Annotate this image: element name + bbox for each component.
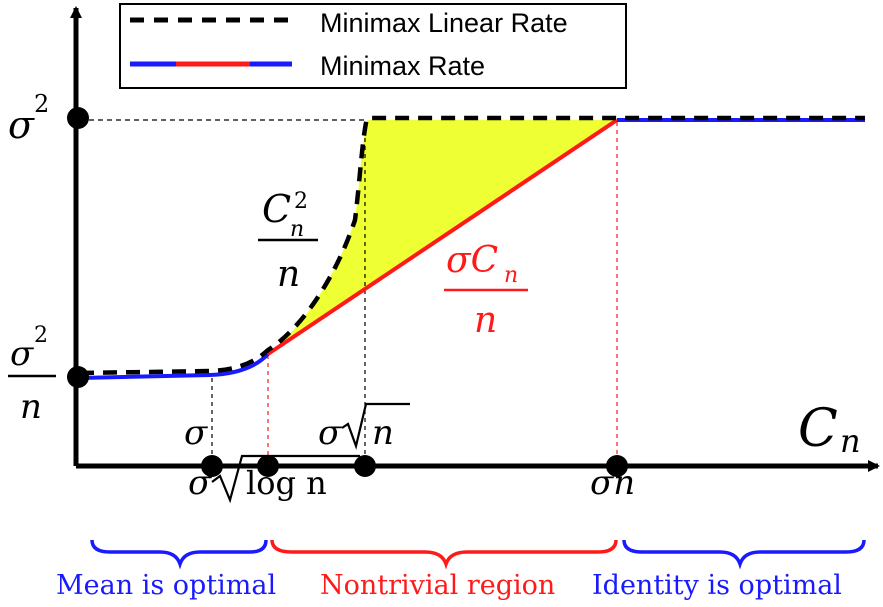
svg-text:n: n — [372, 413, 394, 453]
legend-label-linear: Minimax Linear Rate — [320, 8, 568, 38]
svg-text:2: 2 — [294, 189, 308, 214]
sqrt-n-radical — [341, 402, 410, 450]
x-dot-sigma-n — [606, 455, 628, 477]
svg-text:n: n — [277, 254, 300, 295]
region-label-nontrivial: Nontrivial region — [320, 570, 555, 601]
svg-text:2: 2 — [34, 323, 48, 348]
svg-text:n: n — [504, 263, 518, 288]
minimax-rate-left-segment — [79, 352, 270, 380]
svg-text:σ: σ — [188, 463, 212, 503]
brace-mean-optimal — [90, 539, 268, 570]
svg-text:n: n — [840, 422, 861, 460]
linear-rate-formula: C n 2 n — [258, 187, 318, 295]
y-label-sigma2-over-n: σ 2 n — [8, 323, 56, 427]
minimax-rate-middle-segment — [266, 118, 619, 356]
x-label-sigma-n: σn — [590, 463, 635, 503]
brace-nontrivial — [270, 539, 618, 570]
sqrt-log-n-radical — [211, 454, 360, 504]
x-axis-label: C n — [798, 399, 861, 460]
svg-text:log n: log n — [246, 464, 327, 502]
svg-text:2: 2 — [34, 90, 49, 118]
y-dot-sigma2-over-n — [67, 366, 89, 388]
guide-lines — [80, 119, 618, 466]
svg-text:σ: σ — [318, 413, 342, 453]
region-label-mean-optimal: Mean is optimal — [56, 570, 276, 601]
x-label-sigma-sqrt-n: σ n — [318, 402, 410, 453]
svg-text:C: C — [798, 399, 838, 459]
brace-identity-optimal — [622, 539, 866, 570]
svg-text:σ: σ — [8, 103, 35, 147]
svg-text:n: n — [290, 217, 304, 242]
minimax-rate-formula: σC n n — [444, 240, 528, 341]
svg-text:n: n — [474, 300, 497, 341]
legend: Minimax Linear Rate Minimax Rate — [119, 3, 627, 89]
legend-label-minimax: Minimax Rate — [320, 51, 485, 81]
x-label-sigma: σ — [184, 413, 208, 453]
svg-text:σ: σ — [10, 334, 34, 374]
svg-text:n: n — [20, 387, 42, 427]
y-dot-sigma2 — [67, 107, 89, 129]
x-dot-sigma — [201, 455, 223, 477]
y-label-sigma2: σ 2 — [8, 90, 49, 147]
svg-text:C: C — [262, 187, 291, 231]
svg-text:σC: σC — [446, 240, 498, 281]
minimax-linear-rate-curve — [79, 115, 865, 376]
x-label-sigma-sqrt-log-n: σ log n — [188, 454, 360, 504]
region-label-identity-optimal: Identity is optimal — [592, 570, 842, 601]
x-dot-sigma-sqrt-n — [354, 455, 376, 477]
x-dot-sigma-sqrt-log-n — [257, 455, 279, 477]
